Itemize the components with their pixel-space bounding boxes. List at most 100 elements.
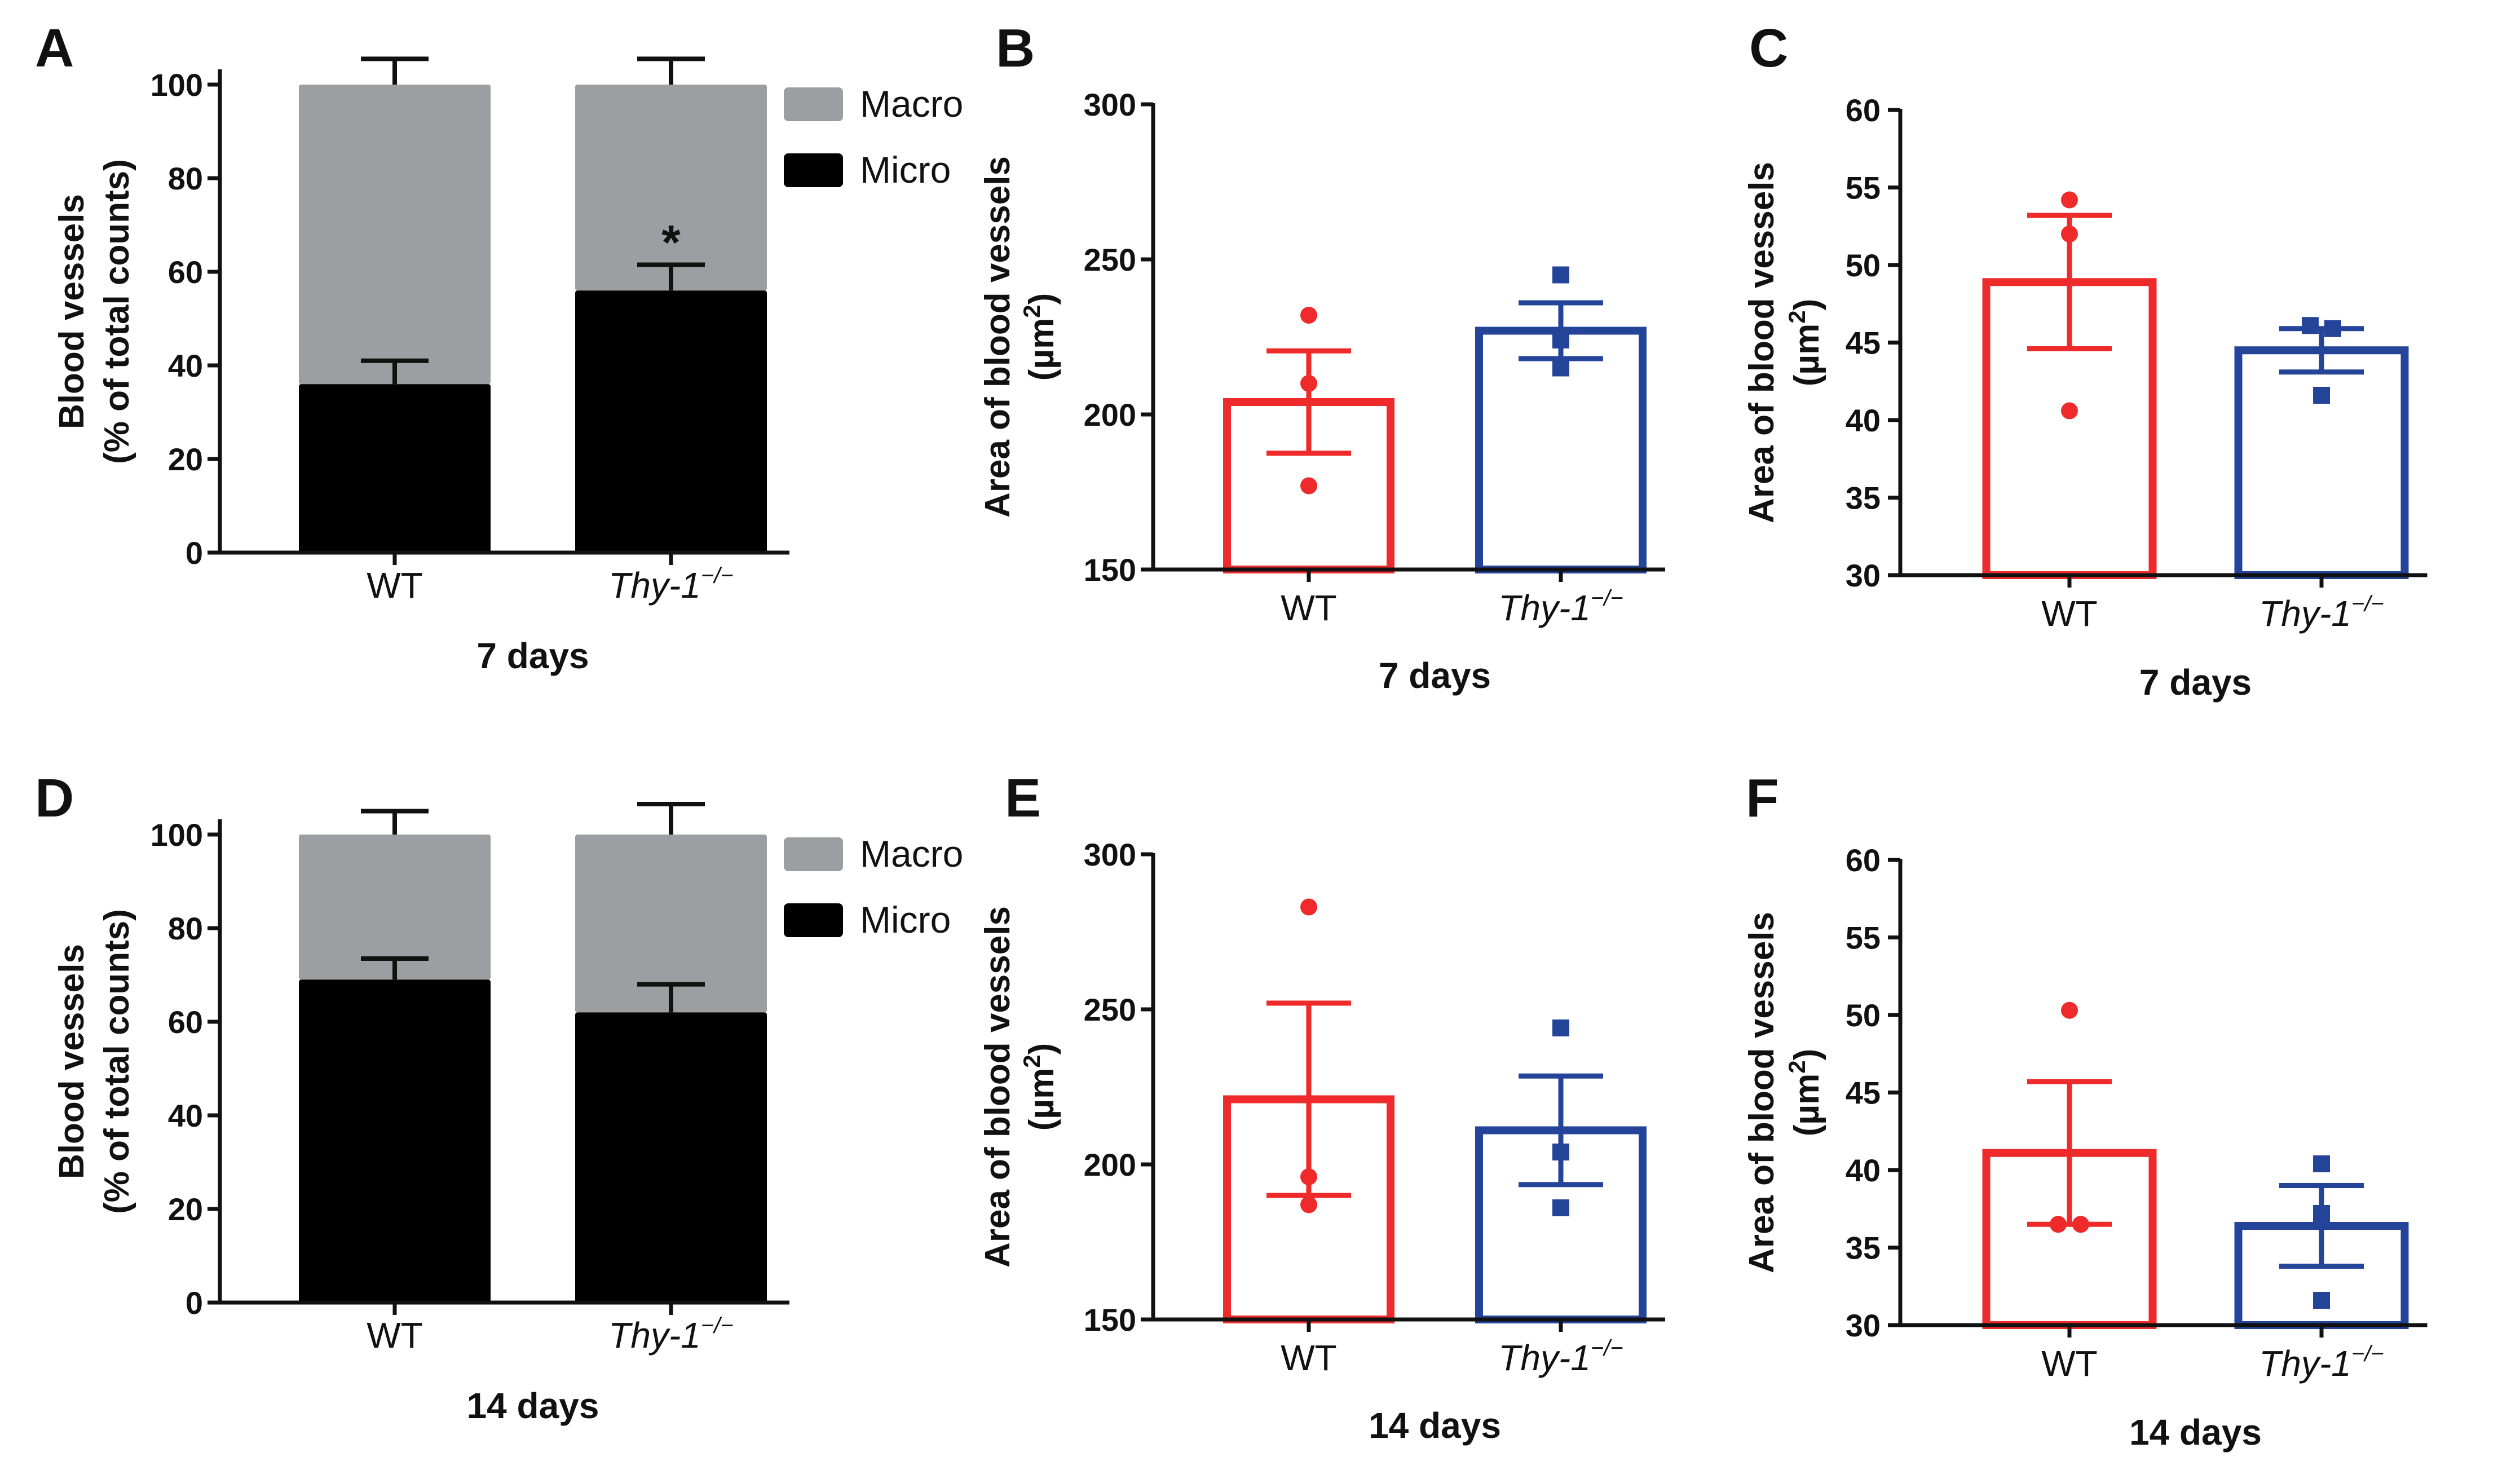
x-category-label: WT	[1281, 1338, 1337, 1378]
y-tick-label: 80	[168, 161, 203, 196]
y-axis-title: Area of blood vessels (µm2)	[978, 906, 1061, 1268]
x-axis-title: 7 days	[476, 635, 589, 676]
data-point-wt	[1300, 307, 1317, 324]
y-tick-label: 300	[1084, 837, 1136, 872]
y-axis-title-line1: Blood vessels	[52, 944, 91, 1179]
data-point-ko	[2313, 1205, 2330, 1222]
data-point-wt	[2072, 1216, 2089, 1233]
y-axis: 30 35 40 45 50 55 60	[1846, 842, 1903, 1343]
legend-swatch-macro	[784, 87, 843, 121]
data-point-ko	[1552, 359, 1569, 377]
x-category-label: WT	[2041, 1343, 2098, 1384]
panel-letter: A	[35, 18, 74, 78]
bar-micro	[575, 290, 767, 553]
y-axis-title-line2: (µm2)	[1784, 299, 1826, 387]
y-axis: 0 20 40 60 80 100	[151, 67, 222, 571]
data-point-ko	[2313, 1155, 2330, 1172]
y-tick-label: 150	[1084, 1302, 1136, 1338]
x-axis-title: 14 days	[1369, 1405, 1501, 1446]
y-axis-title: Area of blood vessels (µm2)	[978, 156, 1061, 518]
y-axis-title-line2: (µm2)	[1018, 293, 1061, 381]
x-axis-title: 14 days	[2129, 1412, 2262, 1453]
y-tick-label: 55	[1846, 920, 1881, 956]
legend-swatch-micro	[784, 903, 843, 937]
data-point-ko	[2313, 1292, 2330, 1309]
y-axis-title-line1: Area of blood vessels	[978, 156, 1017, 518]
data-point-wt	[2061, 226, 2078, 242]
y-axis-title-line1: Area of blood vessels	[978, 906, 1017, 1268]
y-tick-label: 50	[1846, 998, 1881, 1033]
y-axis: 150 200 250 300	[1084, 837, 1155, 1338]
y-tick-label: 250	[1084, 992, 1136, 1027]
data-point-wt	[2061, 191, 2078, 209]
y-axis-title: Area of blood vessels (µm2)	[1742, 162, 1826, 523]
y-axis: 30 35 40 45 50 55 60	[1846, 92, 1903, 593]
legend-label-macro: Macro	[860, 833, 963, 875]
y-tick-label: 200	[1084, 397, 1136, 432]
y-tick-label: 0	[186, 1285, 203, 1321]
x-axis-title: 14 days	[467, 1385, 599, 1426]
y-tick-label: 45	[1846, 1075, 1881, 1111]
x-category-label: Thy-1−/−	[2259, 592, 2384, 634]
data-point-ko	[2313, 387, 2330, 404]
data-point-wt	[1300, 1168, 1317, 1185]
data-point-wt	[2061, 1001, 2078, 1019]
x-category-label: Thy-1−/−	[2259, 1341, 2384, 1384]
x-category-label: Thy-1−/−	[1498, 1336, 1623, 1378]
legend: Macro Micro	[784, 83, 963, 191]
y-tick-label: 20	[168, 442, 203, 477]
y-tick-label: 250	[1084, 242, 1136, 277]
significance-marker: *	[661, 216, 681, 270]
y-axis-title-line1: Area of blood vessels	[1742, 912, 1781, 1273]
y-tick-label: 60	[1846, 92, 1881, 128]
legend-swatch-macro	[784, 837, 843, 871]
data-point-ko	[2302, 317, 2319, 334]
y-tick-label: 40	[168, 348, 203, 383]
panel-letter: E	[1005, 768, 1041, 828]
data-point-wt	[1300, 1196, 1317, 1213]
y-axis-title-line2: (% of total counts)	[98, 159, 136, 464]
y-tick-label: 200	[1084, 1147, 1136, 1182]
x-category-label: WT	[367, 565, 423, 606]
bar-ko	[2234, 346, 2409, 579]
y-tick-label: 50	[1846, 248, 1881, 283]
x-category-label: WT	[2041, 593, 2098, 634]
y-tick-label: 100	[151, 817, 203, 853]
data-point-ko	[1552, 266, 1569, 284]
x-category-label: WT	[1281, 588, 1337, 628]
y-tick-label: 35	[1846, 1230, 1881, 1266]
x-category-label: Thy-1−/−	[608, 1313, 733, 1356]
bar-macro	[575, 85, 767, 291]
y-tick-label: 80	[168, 911, 203, 946]
panel-letter: B	[996, 18, 1035, 78]
y-axis-title-line1: Blood vessels	[52, 194, 91, 429]
y-axis-title-line2: (% of total counts)	[98, 909, 136, 1214]
y-axis: 0 20 40 60 80 100	[151, 817, 222, 1321]
y-tick-label: 100	[151, 67, 203, 103]
x-axis-title: 7 days	[2139, 662, 2252, 703]
data-point-ko	[1552, 1019, 1569, 1036]
x-category-label: WT	[367, 1315, 423, 1356]
bar-micro	[575, 1012, 767, 1303]
y-tick-label: 40	[1846, 403, 1881, 438]
panel-letter: C	[1749, 18, 1788, 78]
bar-micro	[299, 979, 491, 1303]
y-axis-title-line2: (µm2)	[1784, 1049, 1826, 1137]
y-tick-label: 40	[168, 1098, 203, 1133]
y-tick-label: 150	[1084, 552, 1136, 588]
data-point-wt	[1300, 375, 1317, 392]
data-point-ko	[1552, 1144, 1569, 1160]
y-tick-label: 55	[1846, 170, 1881, 206]
y-axis-title: Blood vessels (% of total counts)	[52, 159, 136, 464]
y-tick-label: 35	[1846, 480, 1881, 516]
y-tick-label: 30	[1846, 558, 1881, 593]
legend-label-macro: Macro	[860, 83, 963, 125]
y-tick-label: 300	[1084, 87, 1136, 122]
x-category-label: Thy-1−/−	[1498, 586, 1623, 628]
data-point-ko	[1552, 1199, 1569, 1216]
x-category-label: Thy-1−/−	[608, 563, 733, 606]
y-tick-label: 45	[1846, 325, 1881, 361]
bar-macro	[299, 835, 491, 980]
y-tick-label: 0	[186, 535, 203, 571]
data-point-ko	[2324, 320, 2341, 337]
